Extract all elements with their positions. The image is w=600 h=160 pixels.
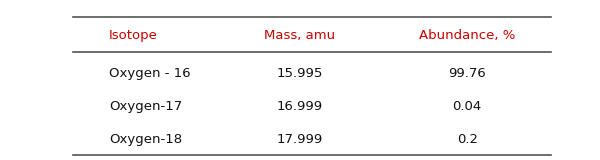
Text: Oxygen-18: Oxygen-18 <box>109 133 182 146</box>
Text: Isotope: Isotope <box>109 29 158 42</box>
Text: 15.995: 15.995 <box>277 67 323 80</box>
Text: Mass, amu: Mass, amu <box>265 29 335 42</box>
Text: Oxygen-17: Oxygen-17 <box>109 100 182 113</box>
Text: 17.999: 17.999 <box>277 133 323 146</box>
Text: Oxygen - 16: Oxygen - 16 <box>109 67 191 80</box>
Text: 0.04: 0.04 <box>452 100 482 113</box>
Text: 99.76: 99.76 <box>448 67 486 80</box>
Text: 16.999: 16.999 <box>277 100 323 113</box>
Text: Abundance, %: Abundance, % <box>419 29 515 42</box>
Text: 0.2: 0.2 <box>457 133 478 146</box>
